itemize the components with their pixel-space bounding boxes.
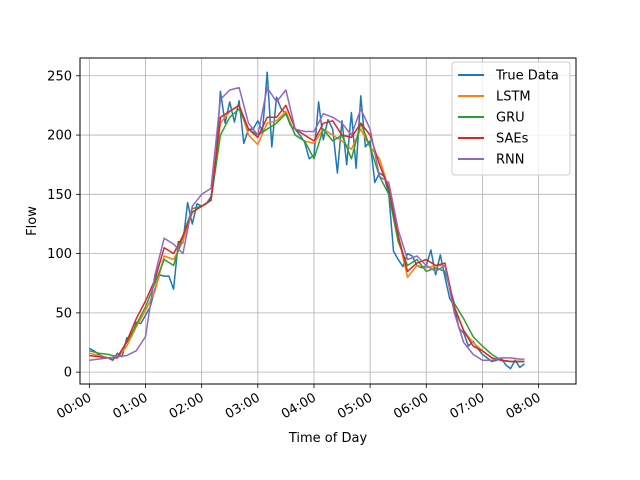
y-tick-label: 0 [64,366,72,381]
series-line-gru [89,108,525,363]
legend-label: True Data [495,69,559,84]
series-line-saes [89,104,525,363]
y-tick-label: 250 [47,69,72,84]
legend-box [451,61,571,176]
legend-label: SAEs [496,132,529,147]
legend-label: LSTM [496,90,531,105]
y-axis-label: Flow [25,206,40,236]
y-tick-label: 50 [55,306,72,321]
y-tick-label: 150 [47,188,72,203]
plot-area-frame [79,57,577,385]
y-axis-ticks: 0 50 100 150 200 250 [47,69,80,381]
legend: True Data LSTM GRU SAEs RNN [451,61,571,176]
series-lines [89,71,525,370]
series-line-rnn [89,86,525,362]
legend-label: GRU [496,111,525,126]
y-tick-label: 200 [47,129,72,144]
y-tick-label: 100 [47,247,72,262]
legend-label: RNN [496,153,524,168]
x-axis-label: Time of Day [288,431,368,446]
